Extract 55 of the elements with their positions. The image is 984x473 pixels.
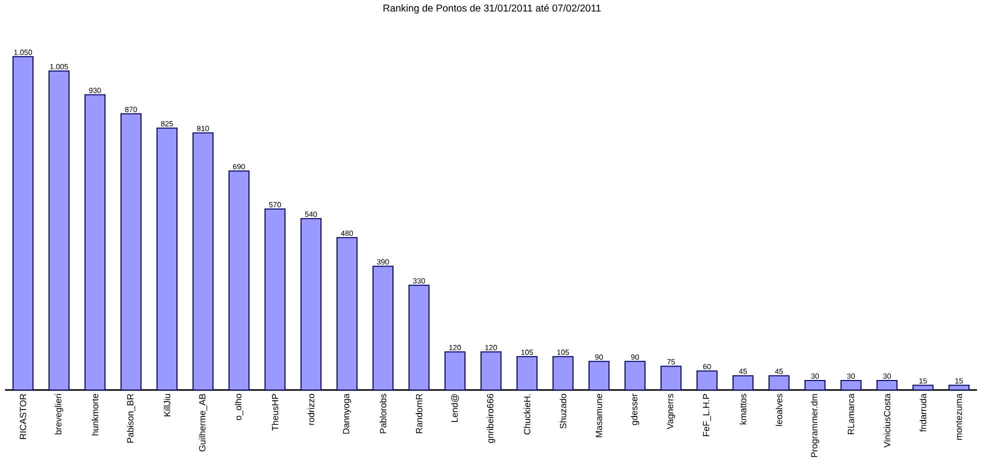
x-tick-label: fndarruda <box>920 394 926 432</box>
x-tick-label: Lend@ <box>451 394 459 422</box>
bar <box>732 375 754 390</box>
bar <box>624 360 646 390</box>
bar <box>372 266 394 390</box>
x-tick-label: Shuzado <box>560 394 566 429</box>
bar <box>444 351 466 390</box>
bar <box>156 128 178 390</box>
x-tick-label: FeF_L.H.P <box>703 394 711 436</box>
bar <box>552 356 574 390</box>
bar <box>120 113 142 390</box>
x-tick-label: Programmer.dm <box>810 394 820 458</box>
x-tick-label: TheusHP <box>272 394 278 431</box>
bar <box>480 351 502 390</box>
bar <box>696 370 718 390</box>
x-tick-label: RLamarca <box>848 394 854 434</box>
bar <box>12 56 34 390</box>
bar <box>768 375 790 390</box>
x-tick-label: kmattos <box>740 394 746 424</box>
x-tick-label: Pabison_BR <box>126 394 136 443</box>
bar <box>840 380 862 390</box>
bar <box>336 237 358 390</box>
x-tick-label: montezuma <box>956 394 962 440</box>
x-tick-label: ChuckieH. <box>524 394 530 434</box>
x-tick-label: hunkmorte <box>92 394 98 436</box>
bar <box>804 380 826 390</box>
x-tick-label: leoalves <box>776 394 782 426</box>
x-tick-label: rodrizzo <box>308 394 314 425</box>
bar <box>300 218 322 390</box>
bar <box>660 366 682 390</box>
x-tick-label: gnribeiro666 <box>486 394 496 443</box>
x-tick-label: RICASTOR <box>20 394 26 439</box>
x-tick-label: RandomR <box>416 394 422 434</box>
bar <box>408 284 430 390</box>
bar <box>84 94 106 390</box>
x-tick-label: Guilherme_AB <box>198 394 208 452</box>
bar <box>948 384 970 390</box>
bar <box>912 384 934 390</box>
bar <box>192 132 214 390</box>
bar <box>264 208 286 390</box>
chart-title: Ranking de Pontos de 31/01/2011 até 07/02/2011 <box>384 4 601 14</box>
bar <box>516 356 538 390</box>
x-tick-label: KillJiu <box>164 394 170 416</box>
x-tick-label: gdesser <box>630 394 640 426</box>
x-tick-label: o_olho <box>234 394 244 420</box>
x-tick-label: breveglieri <box>54 394 64 434</box>
x-tick-label: Dannyoga <box>342 394 352 434</box>
bar <box>588 360 610 390</box>
bar <box>876 380 898 390</box>
x-tick-label: Masamune <box>596 394 602 438</box>
bar <box>48 70 70 390</box>
x-tick-label: ViniciusCosta <box>884 394 890 448</box>
x-tick-label: Vagnerrs <box>666 394 676 430</box>
bar <box>228 170 250 390</box>
x-tick-label: Pablorobs <box>380 394 386 434</box>
